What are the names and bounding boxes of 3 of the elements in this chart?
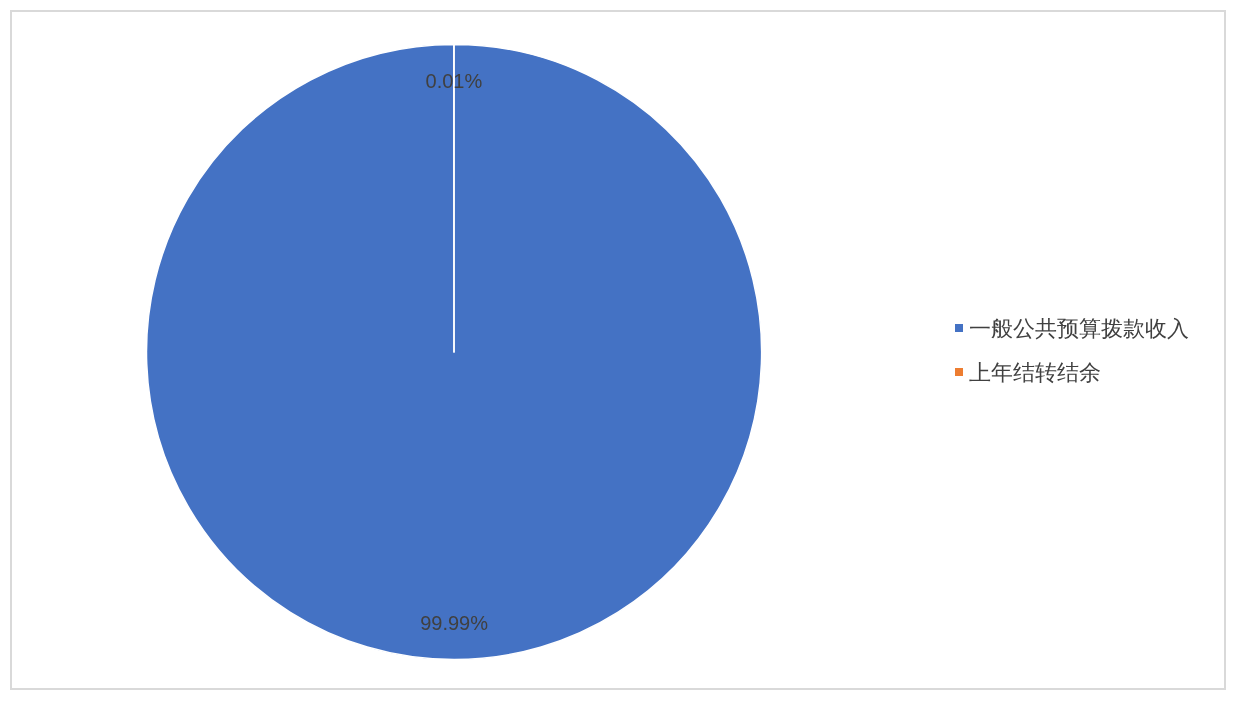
data-label: 99.99%	[420, 611, 489, 634]
legend-label: 上年结转结余	[969, 359, 1101, 385]
legend-label: 一般公共预算拨款收入	[969, 315, 1189, 341]
